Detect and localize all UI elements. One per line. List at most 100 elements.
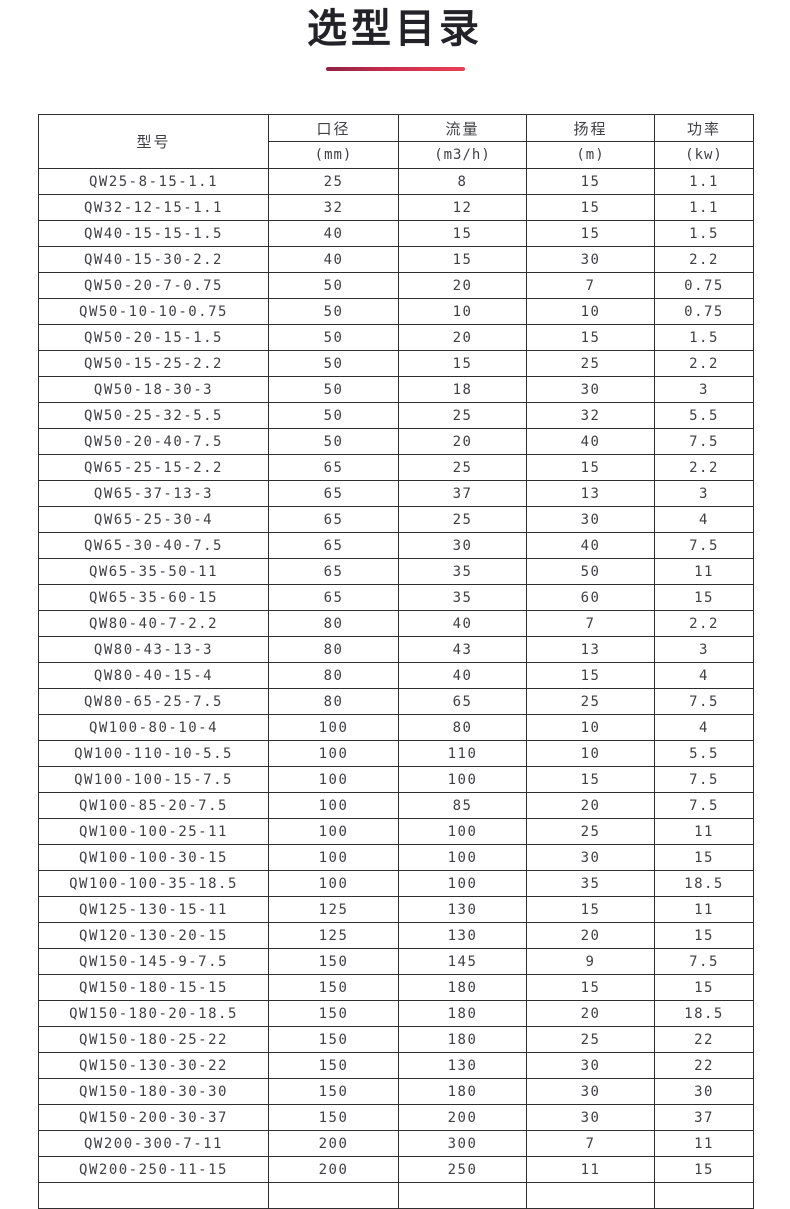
model-cell: QW125-130-15-11 (38, 896, 269, 923)
power-cell: 15 (654, 844, 754, 871)
column-header-power: 功率 (654, 114, 754, 142)
head-cell: 30 (526, 246, 655, 273)
diameter-cell: 80 (268, 610, 399, 637)
model-cell: QW150-180-30-30 (38, 1078, 269, 1105)
empty-cell (654, 1182, 754, 1209)
flow-cell: 15 (398, 246, 527, 273)
table-row: QW40-15-15-1.5 40 15 15 1.5 (38, 220, 754, 247)
flow-cell: 25 (398, 454, 527, 481)
power-cell: 3 (654, 376, 754, 403)
column-unit-diameter: (mm) (268, 141, 399, 169)
diameter-cell: 65 (268, 558, 399, 585)
head-cell: 25 (526, 1026, 655, 1053)
model-cell: QW50-20-15-1.5 (38, 324, 269, 351)
model-cell: QW50-10-10-0.75 (38, 298, 269, 325)
flow-cell: 10 (398, 298, 527, 325)
diameter-cell: 32 (268, 194, 399, 221)
model-cell: QW65-25-15-2.2 (38, 454, 269, 481)
diameter-cell: 100 (268, 766, 399, 793)
head-cell: 15 (526, 974, 655, 1001)
model-cell: QW100-100-25-11 (38, 818, 269, 845)
diameter-cell: 65 (268, 584, 399, 611)
model-cell: QW50-25-32-5.5 (38, 402, 269, 429)
flow-cell: 20 (398, 324, 527, 351)
flow-cell: 30 (398, 532, 527, 559)
power-cell: 15 (654, 584, 754, 611)
table-row: QW50-15-25-2.2 50 15 25 2.2 (38, 350, 754, 377)
title-underline-divider (325, 67, 465, 71)
head-cell: 15 (526, 324, 655, 351)
head-cell: 15 (526, 766, 655, 793)
head-cell: 15 (526, 896, 655, 923)
flow-cell: 25 (398, 506, 527, 533)
table-row: QW65-37-13-3 65 37 13 3 (38, 480, 754, 507)
diameter-cell: 150 (268, 1104, 399, 1131)
diameter-cell: 150 (268, 974, 399, 1001)
flow-cell: 18 (398, 376, 527, 403)
diameter-cell: 50 (268, 350, 399, 377)
diameter-cell: 100 (268, 870, 399, 897)
table-row: QW65-25-15-2.2 65 25 15 2.2 (38, 454, 754, 481)
diameter-cell: 150 (268, 1026, 399, 1053)
column-unit-flow: (m3/h) (398, 141, 527, 169)
flow-cell: 145 (398, 948, 527, 975)
power-cell: 1.1 (654, 194, 754, 221)
power-cell: 7.5 (654, 688, 754, 715)
empty-cell (398, 1182, 527, 1209)
head-cell: 32 (526, 402, 655, 429)
flow-cell: 15 (398, 220, 527, 247)
table-row: QW150-200-30-37 150 200 30 37 (38, 1104, 754, 1131)
flow-cell: 100 (398, 870, 527, 897)
flow-cell: 130 (398, 922, 527, 949)
diameter-cell: 80 (268, 688, 399, 715)
table-row: QW80-65-25-7.5 80 65 25 7.5 (38, 688, 754, 715)
flow-cell: 250 (398, 1156, 527, 1183)
diameter-cell: 125 (268, 922, 399, 949)
empty-cell (38, 1182, 269, 1209)
power-cell: 5.5 (654, 740, 754, 767)
diameter-cell: 80 (268, 662, 399, 689)
diameter-cell: 50 (268, 298, 399, 325)
model-cell: QW80-40-7-2.2 (38, 610, 269, 637)
flow-cell: 40 (398, 662, 527, 689)
model-cell: QW65-35-50-11 (38, 558, 269, 585)
diameter-cell: 65 (268, 532, 399, 559)
head-cell: 20 (526, 792, 655, 819)
head-cell: 30 (526, 1104, 655, 1131)
model-cell: QW150-180-15-15 (38, 974, 269, 1001)
table-row-partial (38, 1182, 754, 1209)
power-cell: 1.5 (654, 324, 754, 351)
model-cell: QW65-35-60-15 (38, 584, 269, 611)
diameter-cell: 50 (268, 324, 399, 351)
table-row: QW80-40-7-2.2 80 40 7 2.2 (38, 610, 754, 637)
column-unit-head: (m) (526, 141, 655, 169)
diameter-cell: 100 (268, 714, 399, 741)
table-row: QW150-180-25-22 150 180 25 22 (38, 1026, 754, 1053)
flow-cell: 110 (398, 740, 527, 767)
model-cell: QW50-15-25-2.2 (38, 350, 269, 377)
power-cell: 3 (654, 636, 754, 663)
table-row: QW100-110-10-5.5 100 110 10 5.5 (38, 740, 754, 767)
model-cell: QW100-100-35-18.5 (38, 870, 269, 897)
head-cell: 30 (526, 844, 655, 871)
model-cell: QW100-100-30-15 (38, 844, 269, 871)
power-cell: 3 (654, 480, 754, 507)
flow-cell: 65 (398, 688, 527, 715)
diameter-cell: 40 (268, 246, 399, 273)
diameter-cell: 65 (268, 454, 399, 481)
head-cell: 7 (526, 1130, 655, 1157)
power-cell: 7.5 (654, 792, 754, 819)
head-cell: 15 (526, 220, 655, 247)
table-row: QW100-80-10-4 100 80 10 4 (38, 714, 754, 741)
head-cell: 40 (526, 532, 655, 559)
power-cell: 7.5 (654, 532, 754, 559)
model-cell: QW100-100-15-7.5 (38, 766, 269, 793)
model-cell: QW65-30-40-7.5 (38, 532, 269, 559)
head-cell: 15 (526, 662, 655, 689)
table-row: QW80-43-13-3 80 43 13 3 (38, 636, 754, 663)
power-cell: 7.5 (654, 948, 754, 975)
model-cell: QW50-20-40-7.5 (38, 428, 269, 455)
diameter-cell: 100 (268, 844, 399, 871)
power-cell: 2.2 (654, 350, 754, 377)
flow-cell: 180 (398, 1078, 527, 1105)
